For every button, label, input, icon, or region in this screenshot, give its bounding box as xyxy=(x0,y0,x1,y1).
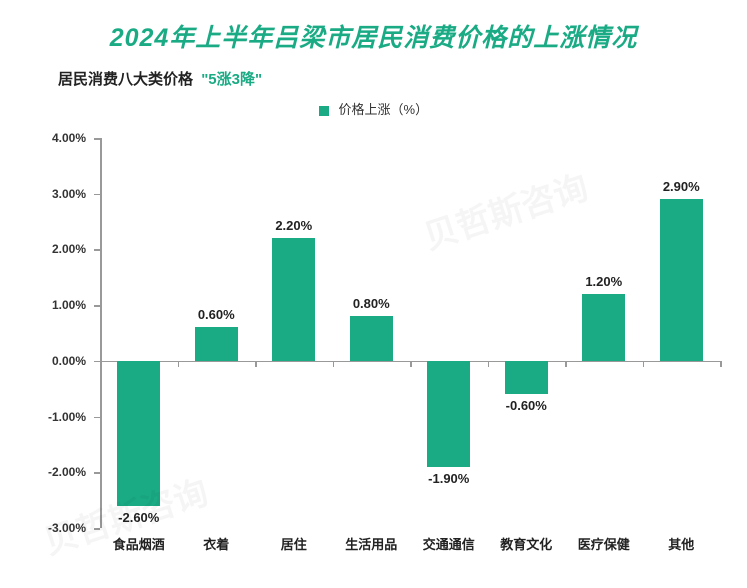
x-tick-mark xyxy=(255,361,257,367)
bar xyxy=(660,199,703,361)
bar-value-label: 0.60% xyxy=(198,307,235,322)
bar xyxy=(195,327,238,360)
bar xyxy=(117,361,160,506)
x-category-label: 教育文化 xyxy=(500,534,552,553)
x-category-label: 其他 xyxy=(668,534,694,553)
y-tick-label: -1.00% xyxy=(48,410,86,424)
chart-title: 2024年上半年吕梁市居民消费价格的上涨情况 xyxy=(0,0,747,54)
legend-label: 价格上涨（%） xyxy=(339,102,429,117)
y-tick-label: 1.00% xyxy=(52,298,86,312)
bar xyxy=(272,238,315,361)
x-tick-mark xyxy=(178,361,180,367)
subtitle-text-green: "5涨3降" xyxy=(197,71,262,88)
bar xyxy=(505,361,548,394)
chart-area: 4.00% 3.00% 2.00% 1.00% 0.00% -1.00% -2.00% -3.… xyxy=(30,128,730,568)
x-tick-mark xyxy=(565,361,567,367)
y-tick-mark xyxy=(94,305,100,307)
y-tick-label: -3.00% xyxy=(48,521,86,535)
y-tick-mark xyxy=(94,194,100,196)
x-category-label: 衣着 xyxy=(203,534,229,553)
bar-value-label: -0.60% xyxy=(506,398,547,413)
bar-value-label: -1.90% xyxy=(428,471,469,486)
y-tick-label: -2.00% xyxy=(48,465,86,479)
y-tick-mark xyxy=(94,417,100,419)
x-category-label: 生活用品 xyxy=(345,534,397,553)
bar-value-label: 0.80% xyxy=(353,296,390,311)
bar-value-label: 2.90% xyxy=(663,179,700,194)
x-category-label: 居住 xyxy=(281,534,307,553)
x-tick-mark xyxy=(720,361,722,367)
y-tick-mark xyxy=(94,138,100,140)
bar-value-label: 1.20% xyxy=(585,274,622,289)
chart-legend: 价格上涨（%） xyxy=(0,89,747,118)
y-tick-mark xyxy=(94,472,100,474)
x-category-label: 医疗保健 xyxy=(578,534,630,553)
bar-value-label: 2.20% xyxy=(275,218,312,233)
chart-subtitle: 居民消费八大类价格 "5涨3降" xyxy=(0,54,747,89)
y-tick-mark xyxy=(94,361,100,363)
subtitle-text-black: 居民消费八大类价格 xyxy=(58,71,193,88)
bar xyxy=(582,294,625,361)
bar xyxy=(350,316,393,361)
y-axis-line xyxy=(100,138,102,528)
y-tick-label: 3.00% xyxy=(52,187,86,201)
bar xyxy=(427,361,470,467)
y-tick-label: 2.00% xyxy=(52,242,86,256)
x-category-label: 食品烟酒 xyxy=(113,534,165,553)
y-tick-label: 4.00% xyxy=(52,131,86,145)
y-tick-mark xyxy=(94,528,100,530)
plot-area: 4.00%3.00%2.00%1.00%0.00%-1.00%-2.00%-3.… xyxy=(100,138,720,528)
legend-marker-icon xyxy=(319,106,329,116)
x-tick-mark xyxy=(410,361,412,367)
y-tick-label: 0.00% xyxy=(52,354,86,368)
x-tick-mark xyxy=(488,361,490,367)
x-tick-mark xyxy=(643,361,645,367)
x-category-label: 交通通信 xyxy=(423,534,475,553)
bar-value-label: -2.60% xyxy=(118,510,159,525)
y-tick-mark xyxy=(94,249,100,251)
x-tick-mark xyxy=(333,361,335,367)
